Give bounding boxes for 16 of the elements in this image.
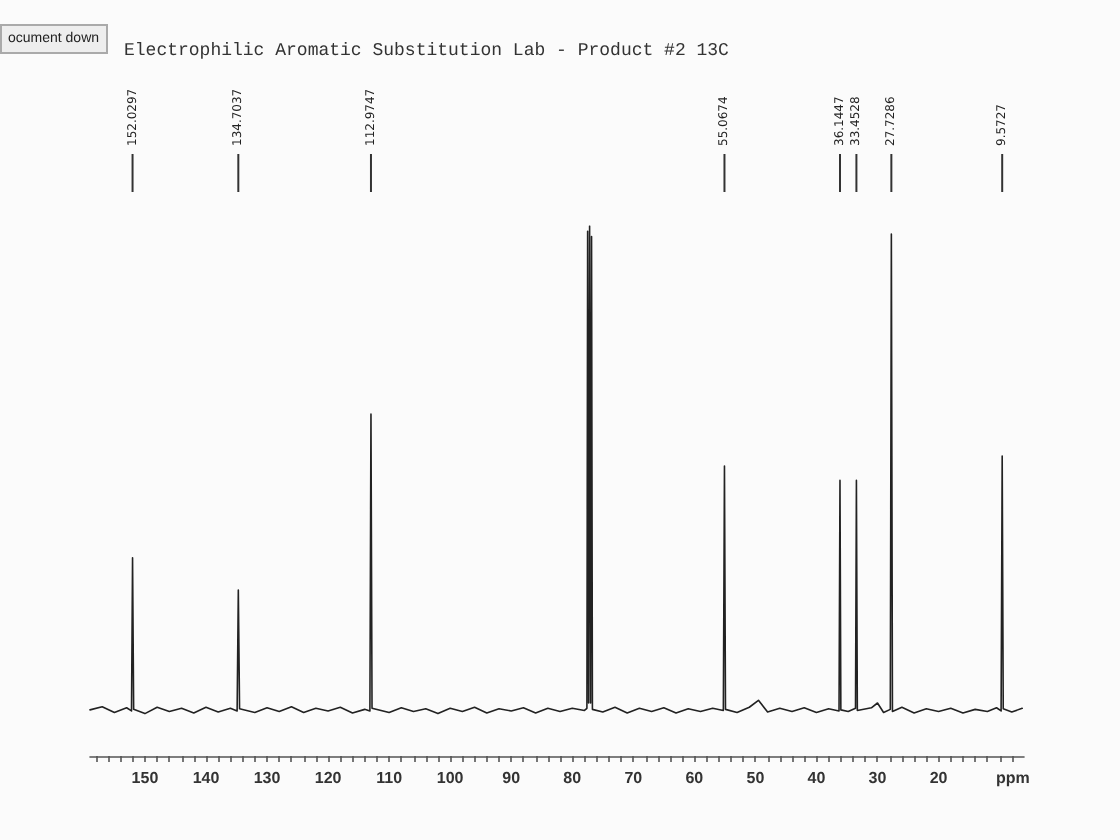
x-tick-label: 130 [253, 769, 282, 787]
x-tick-label: 50 [746, 769, 766, 787]
x-tick-label: 70 [624, 769, 644, 787]
x-tick-label: 80 [563, 769, 583, 787]
x-tick-label: 110 [376, 769, 404, 787]
x-tick-label: 150 [131, 769, 160, 787]
x-tick-label: 20 [929, 769, 949, 787]
x-axis-title: ppm [996, 769, 1030, 787]
x-tick-label: 100 [436, 769, 465, 787]
x-tick-label: 90 [502, 769, 522, 787]
x-tick-label: 120 [314, 769, 343, 787]
x-tick-label: 60 [685, 769, 705, 787]
chart-title: Electrophilic Aromatic Substitution Lab - Product #2 13C [124, 41, 731, 61]
x-tick-label: 140 [192, 769, 221, 787]
x-tick-label: 40 [807, 769, 827, 787]
x-tick-label: 30 [868, 769, 888, 787]
